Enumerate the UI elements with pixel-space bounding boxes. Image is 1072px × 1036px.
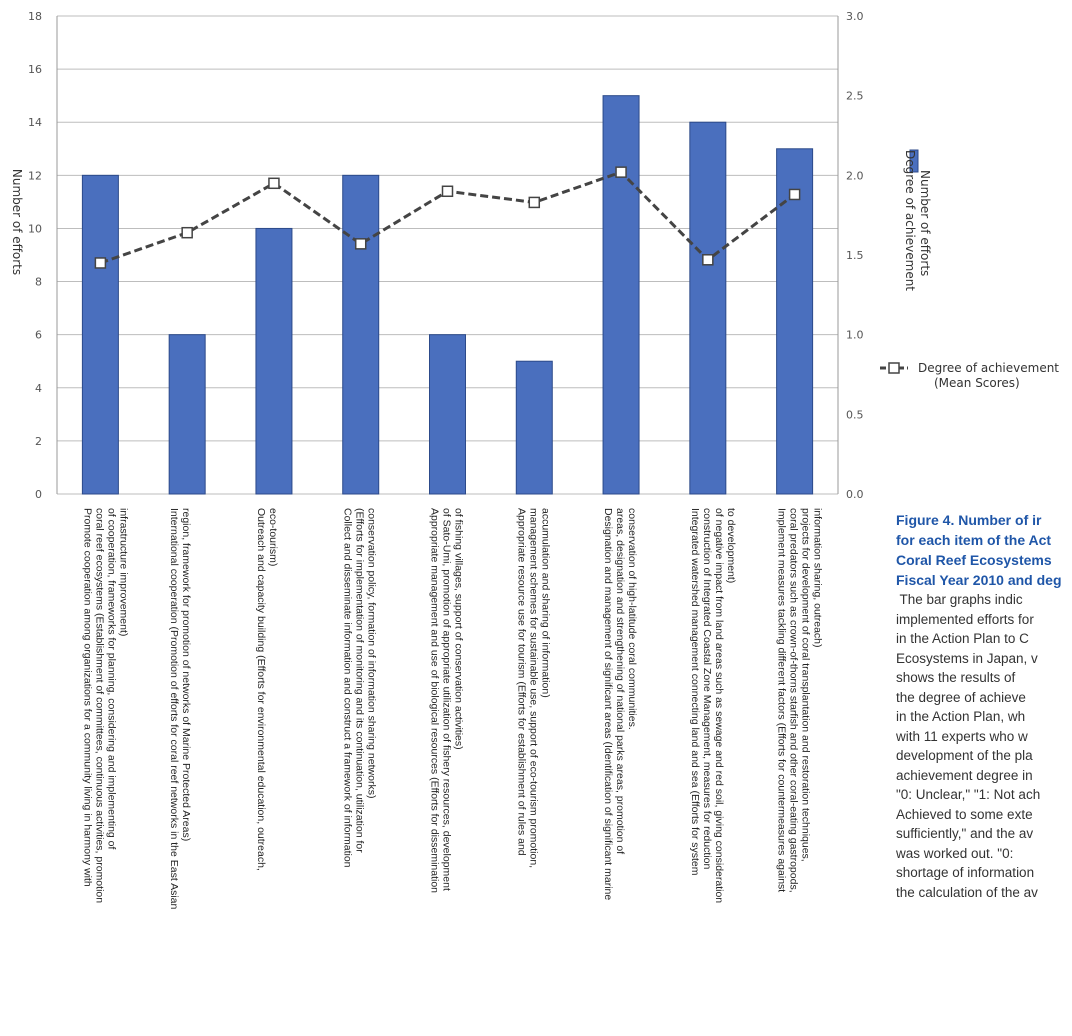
y-tick-label: 8 — [35, 276, 42, 289]
category-label: conservation of high-latitude coral comm… — [626, 508, 638, 730]
y-tick-label: 18 — [28, 10, 42, 23]
y2-axis-title: Degree of achievement — [903, 150, 917, 291]
bar-series — [81, 95, 814, 495]
category-label: to development) — [725, 508, 737, 583]
y-tick-label: 12 — [28, 169, 42, 182]
y2-tick-label: 2.5 — [846, 90, 864, 103]
y-tick-label: 16 — [28, 63, 42, 76]
line-point — [528, 196, 541, 209]
line-point — [702, 254, 714, 266]
category-labels: Promote cooperation among organizations … — [81, 508, 823, 910]
y2-tick-label: 1.0 — [846, 329, 864, 342]
line-series — [94, 166, 801, 269]
category-label: Integrated watershed management connecti… — [689, 508, 701, 876]
category-label: Appropriate resource use for tourism (Ef… — [515, 508, 527, 856]
line-point — [94, 257, 107, 269]
y2-tick-label: 2.0 — [846, 169, 864, 182]
category-label: of fishing villages, support of conserva… — [453, 508, 465, 750]
bar — [689, 121, 727, 495]
category-label: Outreach and capacity building (Efforts … — [255, 508, 267, 871]
line-point — [268, 177, 280, 190]
category-label: accumulation and sharing of information) — [539, 508, 551, 698]
y2-tick-label: 1.5 — [846, 249, 864, 262]
y-tick-label: 6 — [35, 329, 42, 342]
category-label: of Sato-Umi, promotion of appropriate ut… — [441, 508, 453, 891]
axis-ticks: 0 2 4 6 8 10 12 14 16 18 0.0 0.5 1.0 1.5 2.0 2.5 3.0 — [28, 10, 864, 501]
line-point — [788, 188, 801, 201]
bar — [168, 334, 206, 495]
category-label: management schemes for sustainable use, … — [527, 508, 539, 868]
category-label: region, framework for promotion of netwo… — [180, 508, 192, 841]
line-point — [441, 185, 454, 198]
y-axis-title: Number of efforts — [10, 169, 24, 275]
category-label: areas, designation and strengthening of … — [614, 508, 626, 854]
bar — [81, 174, 119, 495]
y-tick-label: 10 — [28, 222, 42, 235]
category-label: information sharing, outreach) — [812, 508, 824, 648]
bar — [255, 227, 293, 495]
category-label: eco-tourism) — [267, 508, 279, 566]
legend-line-label-1: Degree of achievement — [918, 361, 1059, 375]
y-tick-label: 14 — [28, 116, 42, 129]
legend: Number of efforts Degree of achievement … — [880, 149, 1059, 390]
category-label: infrastructure improvement) — [117, 508, 129, 636]
category-label: conservation policy, formation of inform… — [366, 508, 378, 798]
figure-caption: Figure 4. Number of ir for each item of … — [896, 510, 1072, 902]
category-label: (Efforts for implementation of monitorin… — [354, 508, 366, 853]
bar — [342, 174, 380, 495]
bar — [602, 95, 640, 495]
y-tick-label: 4 — [35, 382, 42, 395]
legend-line-label-2: (Mean Scores) — [934, 376, 1020, 390]
y-tick-label: 2 — [35, 435, 42, 448]
line-point — [615, 166, 627, 178]
bar — [776, 148, 814, 495]
y2-tick-label: 0.5 — [846, 408, 864, 421]
bar — [429, 334, 466, 495]
category-label: Designation and management of significan… — [602, 508, 614, 900]
category-label: projects for development of coral transp… — [800, 508, 812, 862]
category-label: Promote cooperation among organizations … — [81, 508, 93, 887]
category-label: coral reef ecosystems (Establishment of … — [93, 508, 105, 903]
category-label: Implement measures tackling different fa… — [776, 508, 788, 892]
y2-tick-label: 0.0 — [846, 488, 864, 501]
bar — [515, 360, 553, 495]
category-label: of negative impact from land areas such … — [713, 508, 725, 903]
category-label: Appropriate management and use of biolog… — [429, 508, 441, 893]
legend-bar-swatch — [909, 149, 919, 173]
legend-bar-label: Number of efforts — [918, 170, 932, 276]
line-point — [181, 226, 193, 239]
y2-tick-label: 3.0 — [846, 10, 864, 23]
line-point — [354, 238, 367, 250]
category-label: coral predators such as crown-of-thorns … — [788, 508, 800, 893]
legend-line-marker — [888, 362, 900, 374]
y-tick-label: 0 — [35, 488, 42, 501]
category-label: of cooperation, frameworks for planning,… — [105, 508, 117, 850]
category-label: Collect and disseminate information and … — [342, 508, 354, 868]
category-label: International cooperation (Promotion of … — [168, 508, 180, 910]
caption-title: Figure 4. Number of ir for each item of … — [896, 512, 1062, 588]
category-label: construction of Integrated Coastal Zone … — [701, 508, 713, 869]
caption-body: The bar graphs indic implemented efforts… — [896, 592, 1041, 900]
